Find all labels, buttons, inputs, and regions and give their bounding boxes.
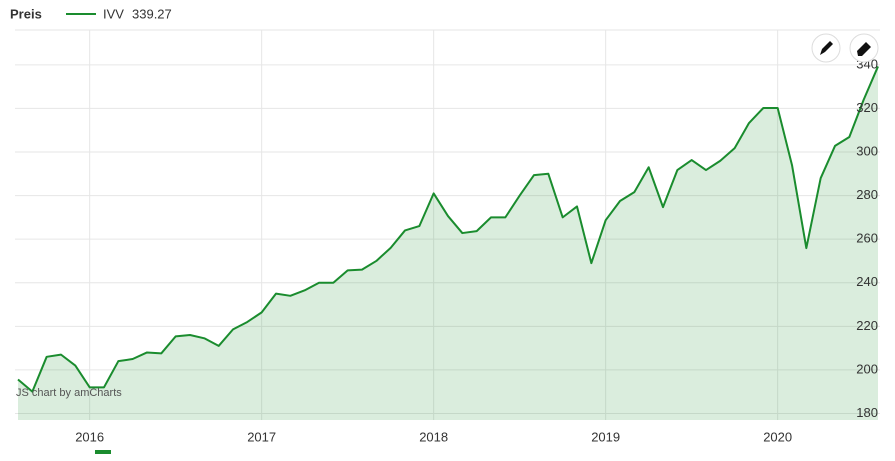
x-tick-label: 2020 [763,429,792,444]
credit: JS chart by amCharts [16,387,122,399]
x-tick-label: 2016 [75,429,104,444]
scrollbar-grip[interactable] [95,450,111,454]
x-tick-label: 2019 [591,429,620,444]
y-tick-label: 320 [856,100,878,115]
y-tick-label: 200 [856,361,878,376]
y-tick-label: 240 [856,274,878,289]
erase-button[interactable] [849,33,879,63]
x-tick-label: 2018 [419,429,448,444]
y-tick-label: 180 [856,405,878,420]
draw-button[interactable] [811,33,841,63]
line [17,66,879,393]
y-tick-label: 300 [856,143,878,158]
x-tick-label: 2017 [247,429,276,444]
y-tick-label: 280 [856,187,878,202]
area [18,66,878,420]
plot-area: 2016 2017 2018 2019 2020 180 200 220 240 260 280 30… [15,29,880,444]
y-tick-label: 260 [856,231,878,246]
legend-value: 339.27 [132,6,172,21]
y-tick-label: 220 [856,318,878,333]
legend-title: Preis [10,6,42,21]
legend-label: IVV [103,6,124,21]
